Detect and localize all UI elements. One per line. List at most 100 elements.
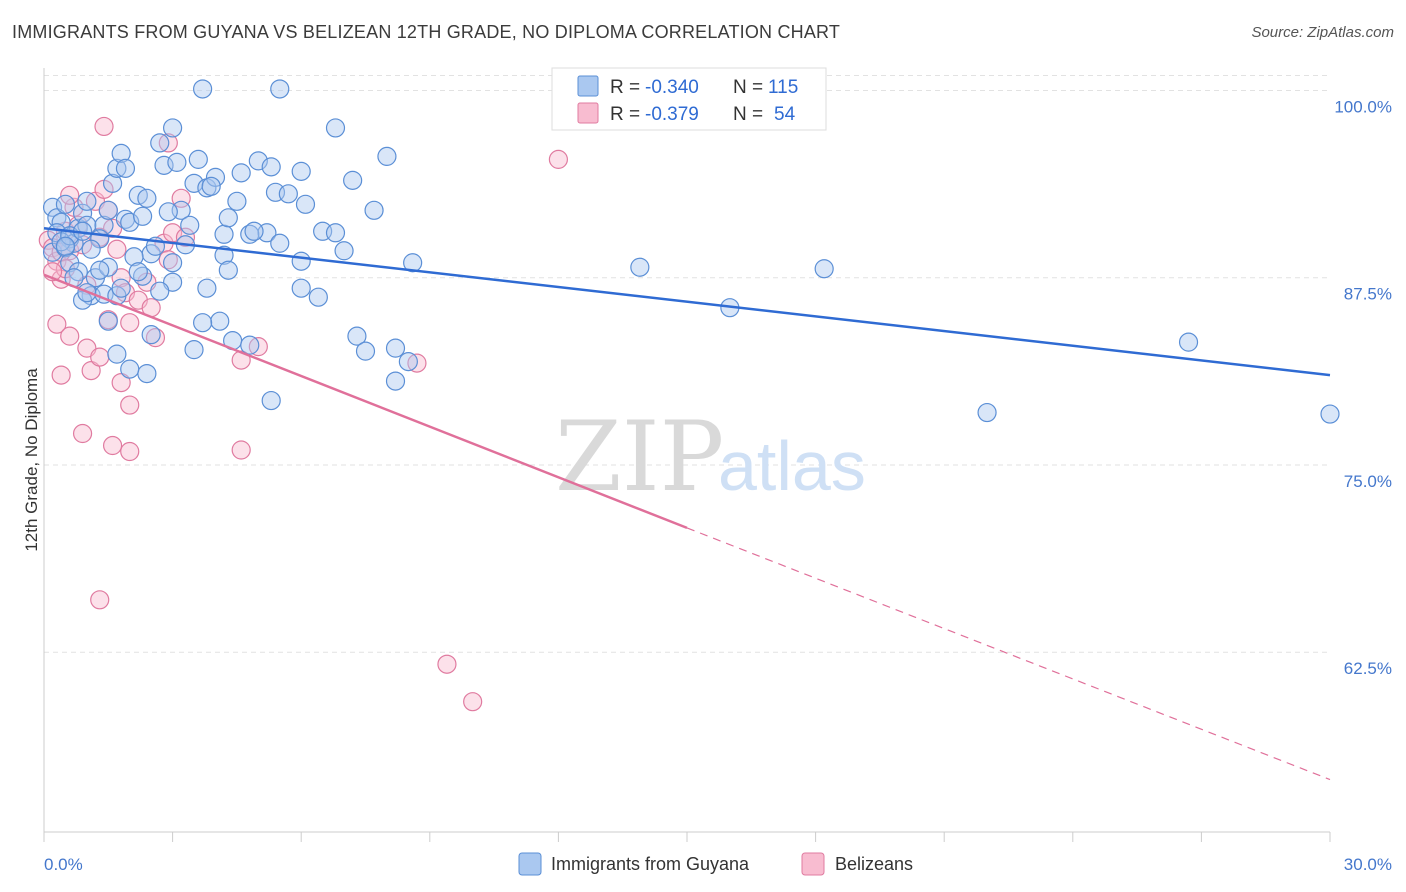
data-point [175,227,196,247]
legend: R = -0.340 N = 115 R = -0.379 N = 54 [551,67,827,131]
data-point [548,149,569,169]
data-point [150,281,170,301]
legend-swatch-belizeans [577,102,599,124]
data-point [128,262,148,282]
data-point [291,278,311,298]
data-point [124,247,144,267]
data-point [111,372,131,393]
bottom-legend-label-guyana: Immigrants from Guyana [551,854,750,874]
data-point [1320,404,1340,424]
data-point [270,233,290,253]
y-tick-label: 87.5% [1344,285,1392,304]
data-point [55,194,76,214]
legend-r-label-guyana: R = [610,77,640,98]
data-point [403,253,423,273]
data-point [107,239,127,259]
data-point [398,352,418,372]
data-point [291,251,311,271]
data-point [295,194,316,214]
data-point [120,395,140,415]
data-point [107,344,127,364]
data-point [102,173,123,193]
legend-n-label-guyana: N = [733,77,763,98]
y-tick-labels: 62.5% 75.0% 87.5% 100.0% [1334,97,1392,678]
data-point [111,143,131,163]
data-point [385,371,406,391]
trend-line-extension [686,527,1331,781]
data-point [120,359,140,379]
data-point [81,239,101,259]
data-point [334,241,354,261]
bottom-legend-label-belizeans: Belizeans [835,854,913,874]
data-point [291,161,311,181]
data-point [240,335,260,355]
data-point [81,361,101,381]
data-point [188,149,208,169]
trend-lines [43,227,1331,781]
data-point [193,79,213,99]
source-label: Source: ZipAtlas.com [1251,24,1394,41]
y-tick-label: 100.0% [1334,97,1392,116]
data-point [261,390,281,411]
data-point [308,287,328,307]
data-point [278,184,298,204]
bottom-legend: Immigrants from Guyana Belizeans [518,852,913,876]
watermark: ZIP atlas [555,401,866,513]
data-point [218,260,238,280]
chart-title: IMMIGRANTS FROM GUYANA VS BELIZEAN 12TH … [12,22,841,42]
legend-n-value-guyana: 115 [768,77,798,98]
data-points [38,79,1340,712]
legend-swatch-guyana [577,75,599,97]
data-point [325,118,346,138]
data-point [377,146,397,166]
data-point [60,185,80,205]
data-point [163,118,183,138]
data-point [244,221,264,241]
watermark-zip: ZIP [555,401,724,513]
data-point [141,325,161,345]
data-point [261,157,281,177]
data-point [347,326,367,346]
data-point [158,202,178,222]
y-axis-label: 12th Grade, No Diploma [22,368,41,552]
y-tick-label: 62.5% [1344,659,1392,678]
data-point [47,314,67,334]
data-point [343,170,363,190]
data-point [214,224,234,244]
data-point [814,259,834,279]
trend-line [43,273,688,530]
data-point [137,188,157,208]
data-point [137,364,157,384]
data-point [205,167,226,187]
x-tick-marks [43,832,1331,842]
watermark-atlas: atlas [718,427,866,505]
y-tick-label: 75.0% [1344,472,1392,491]
bottom-legend-swatch-belizeans [801,852,825,876]
data-point [270,79,290,99]
data-point [214,245,234,265]
data-point [163,253,183,273]
data-point [231,163,251,183]
data-point [385,338,406,358]
data-point [218,208,238,228]
data-point [977,402,997,423]
data-point [111,268,131,288]
trend-line [43,227,1331,377]
data-point [150,133,170,153]
data-point [111,278,131,298]
data-point [180,215,200,235]
data-point [201,176,221,196]
data-point [364,200,384,220]
data-point [98,311,118,331]
data-point [98,200,118,220]
data-point [120,441,140,462]
data-point [102,435,123,456]
data-point [193,313,213,333]
data-point [210,311,230,331]
data-point [90,590,110,610]
data-point [197,278,217,298]
bottom-legend-swatch-guyana [518,852,542,876]
data-point [60,326,80,346]
data-point [325,223,346,243]
